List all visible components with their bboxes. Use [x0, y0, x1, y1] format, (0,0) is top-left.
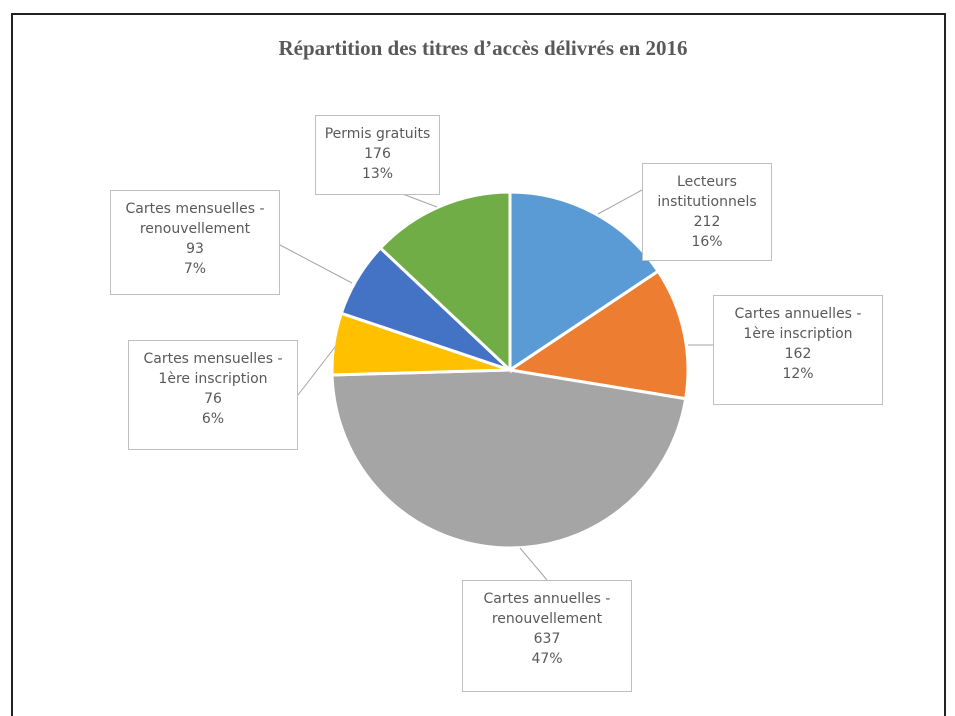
label-percent: 16%: [691, 234, 723, 250]
label-value: 212: [693, 214, 721, 230]
label-percent: 6%: [201, 411, 225, 427]
frame: [11, 13, 946, 716]
data-label: Cartes mensuelles - renouvellement 93 7%: [110, 190, 280, 295]
label-category: Cartes mensuelles - renouvellement: [125, 201, 265, 237]
leader-line: [597, 189, 643, 215]
leader-line: [399, 192, 438, 208]
label-percent: 47%: [531, 651, 563, 667]
label-percent: 7%: [183, 261, 207, 277]
leader-lines: [279, 189, 713, 581]
chart-title: Répartition des titres d’accès délivrés …: [278, 36, 687, 60]
label-value: 93: [186, 241, 204, 257]
label-category: Cartes annuelles - renouvellement: [483, 591, 611, 627]
data-label: Permis gratuits 176 13%: [315, 115, 440, 195]
label-category: Lecteurs institutionnels: [657, 174, 757, 210]
pie-slice: [378, 190, 512, 374]
data-label: Lecteurs institutionnels 212 16%: [642, 163, 772, 261]
label-category: Cartes mensuelles - 1ère inscription: [143, 351, 283, 387]
pie-slice: [506, 269, 690, 401]
label-value: 176: [364, 146, 391, 162]
label-value: 637: [533, 631, 561, 647]
data-label: Cartes annuelles - 1ère inscription 162 12…: [713, 295, 883, 405]
data-label: Cartes mensuelles - 1ère inscription 76 6%: [128, 340, 298, 450]
leader-line: [297, 346, 336, 396]
label-percent: 13%: [361, 166, 394, 182]
label-percent: 12%: [782, 366, 814, 382]
label-value: 76: [204, 391, 222, 407]
data-label: Cartes annuelles - renouvellement 637 47%: [462, 580, 632, 692]
label-category: Cartes annuelles - 1ère inscription: [734, 306, 862, 342]
leader-line: [519, 547, 548, 581]
pie-slice: [330, 368, 688, 550]
label-value: 162: [784, 346, 812, 362]
leader-line: [279, 244, 353, 284]
label-category: Permis gratuits: [324, 126, 431, 142]
